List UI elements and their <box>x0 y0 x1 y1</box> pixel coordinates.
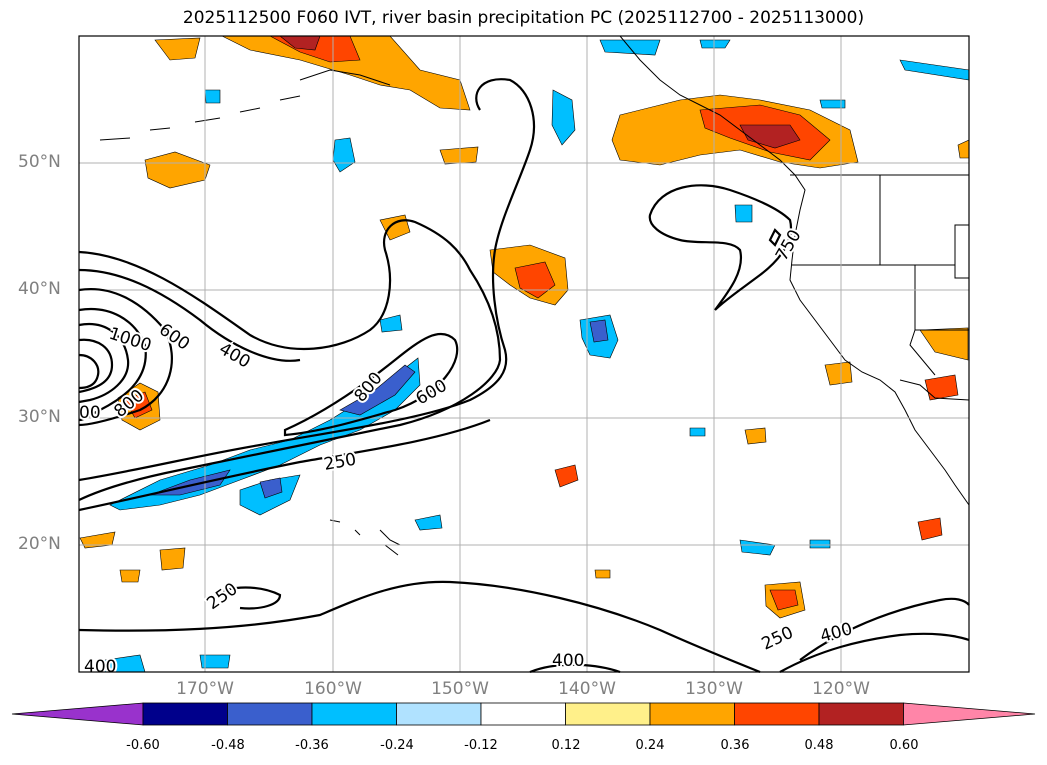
contour-label: 400 <box>84 657 116 677</box>
lat-label: 50°N <box>18 152 61 172</box>
colorbar-tick: -0.12 <box>464 738 498 753</box>
lat-label: 40°N <box>18 279 61 299</box>
colorbar-tick: 0.48 <box>804 738 834 753</box>
lon-label: 160°W <box>304 679 362 699</box>
colorbar-tick: 0.24 <box>635 738 665 753</box>
contour-label: 00 <box>79 403 101 423</box>
colorbar-tick: -0.36 <box>295 738 329 753</box>
colorbar-extend-low <box>11 702 144 726</box>
colorbar-tick: -0.24 <box>380 738 414 753</box>
colorbar-tick: -0.60 <box>126 738 160 753</box>
colorbar-segment <box>142 702 228 726</box>
precip-positive-patches <box>79 35 970 619</box>
colorbar-tick: -0.48 <box>211 738 245 753</box>
colorbar-segment <box>396 702 482 726</box>
colorbar-segment <box>311 702 397 726</box>
colorbar <box>11 702 1036 726</box>
map-border <box>78 35 970 673</box>
lon-label: 130°W <box>685 679 743 699</box>
colorbar-tick: 0.36 <box>720 738 750 753</box>
lat-label: 30°N <box>18 407 61 427</box>
colorbar-segment <box>818 702 904 726</box>
colorbar-segment <box>565 702 651 726</box>
colorbar-extend-high <box>903 702 1036 726</box>
colorbar-segment <box>480 702 566 726</box>
colorbar-tick: 0.60 <box>889 738 919 753</box>
contour-label: 400 <box>552 651 584 671</box>
graticule <box>79 36 969 672</box>
lat-label: 20°N <box>18 534 61 554</box>
precip-negative-patches <box>104 39 970 673</box>
lon-label: 150°W <box>431 679 489 699</box>
ivt-contours <box>78 78 970 674</box>
lon-label: 140°W <box>558 679 616 699</box>
colorbar-segment <box>649 702 735 726</box>
colorbar-segment <box>734 702 820 726</box>
coastlines <box>99 35 970 556</box>
colorbar-segment <box>227 702 313 726</box>
lon-label: 170°W <box>176 679 234 699</box>
lon-label: 120°W <box>812 679 870 699</box>
colorbar-tick: 0.12 <box>551 738 581 753</box>
map-title: 2025112500 F060 IVT, river basin precipi… <box>182 8 865 28</box>
